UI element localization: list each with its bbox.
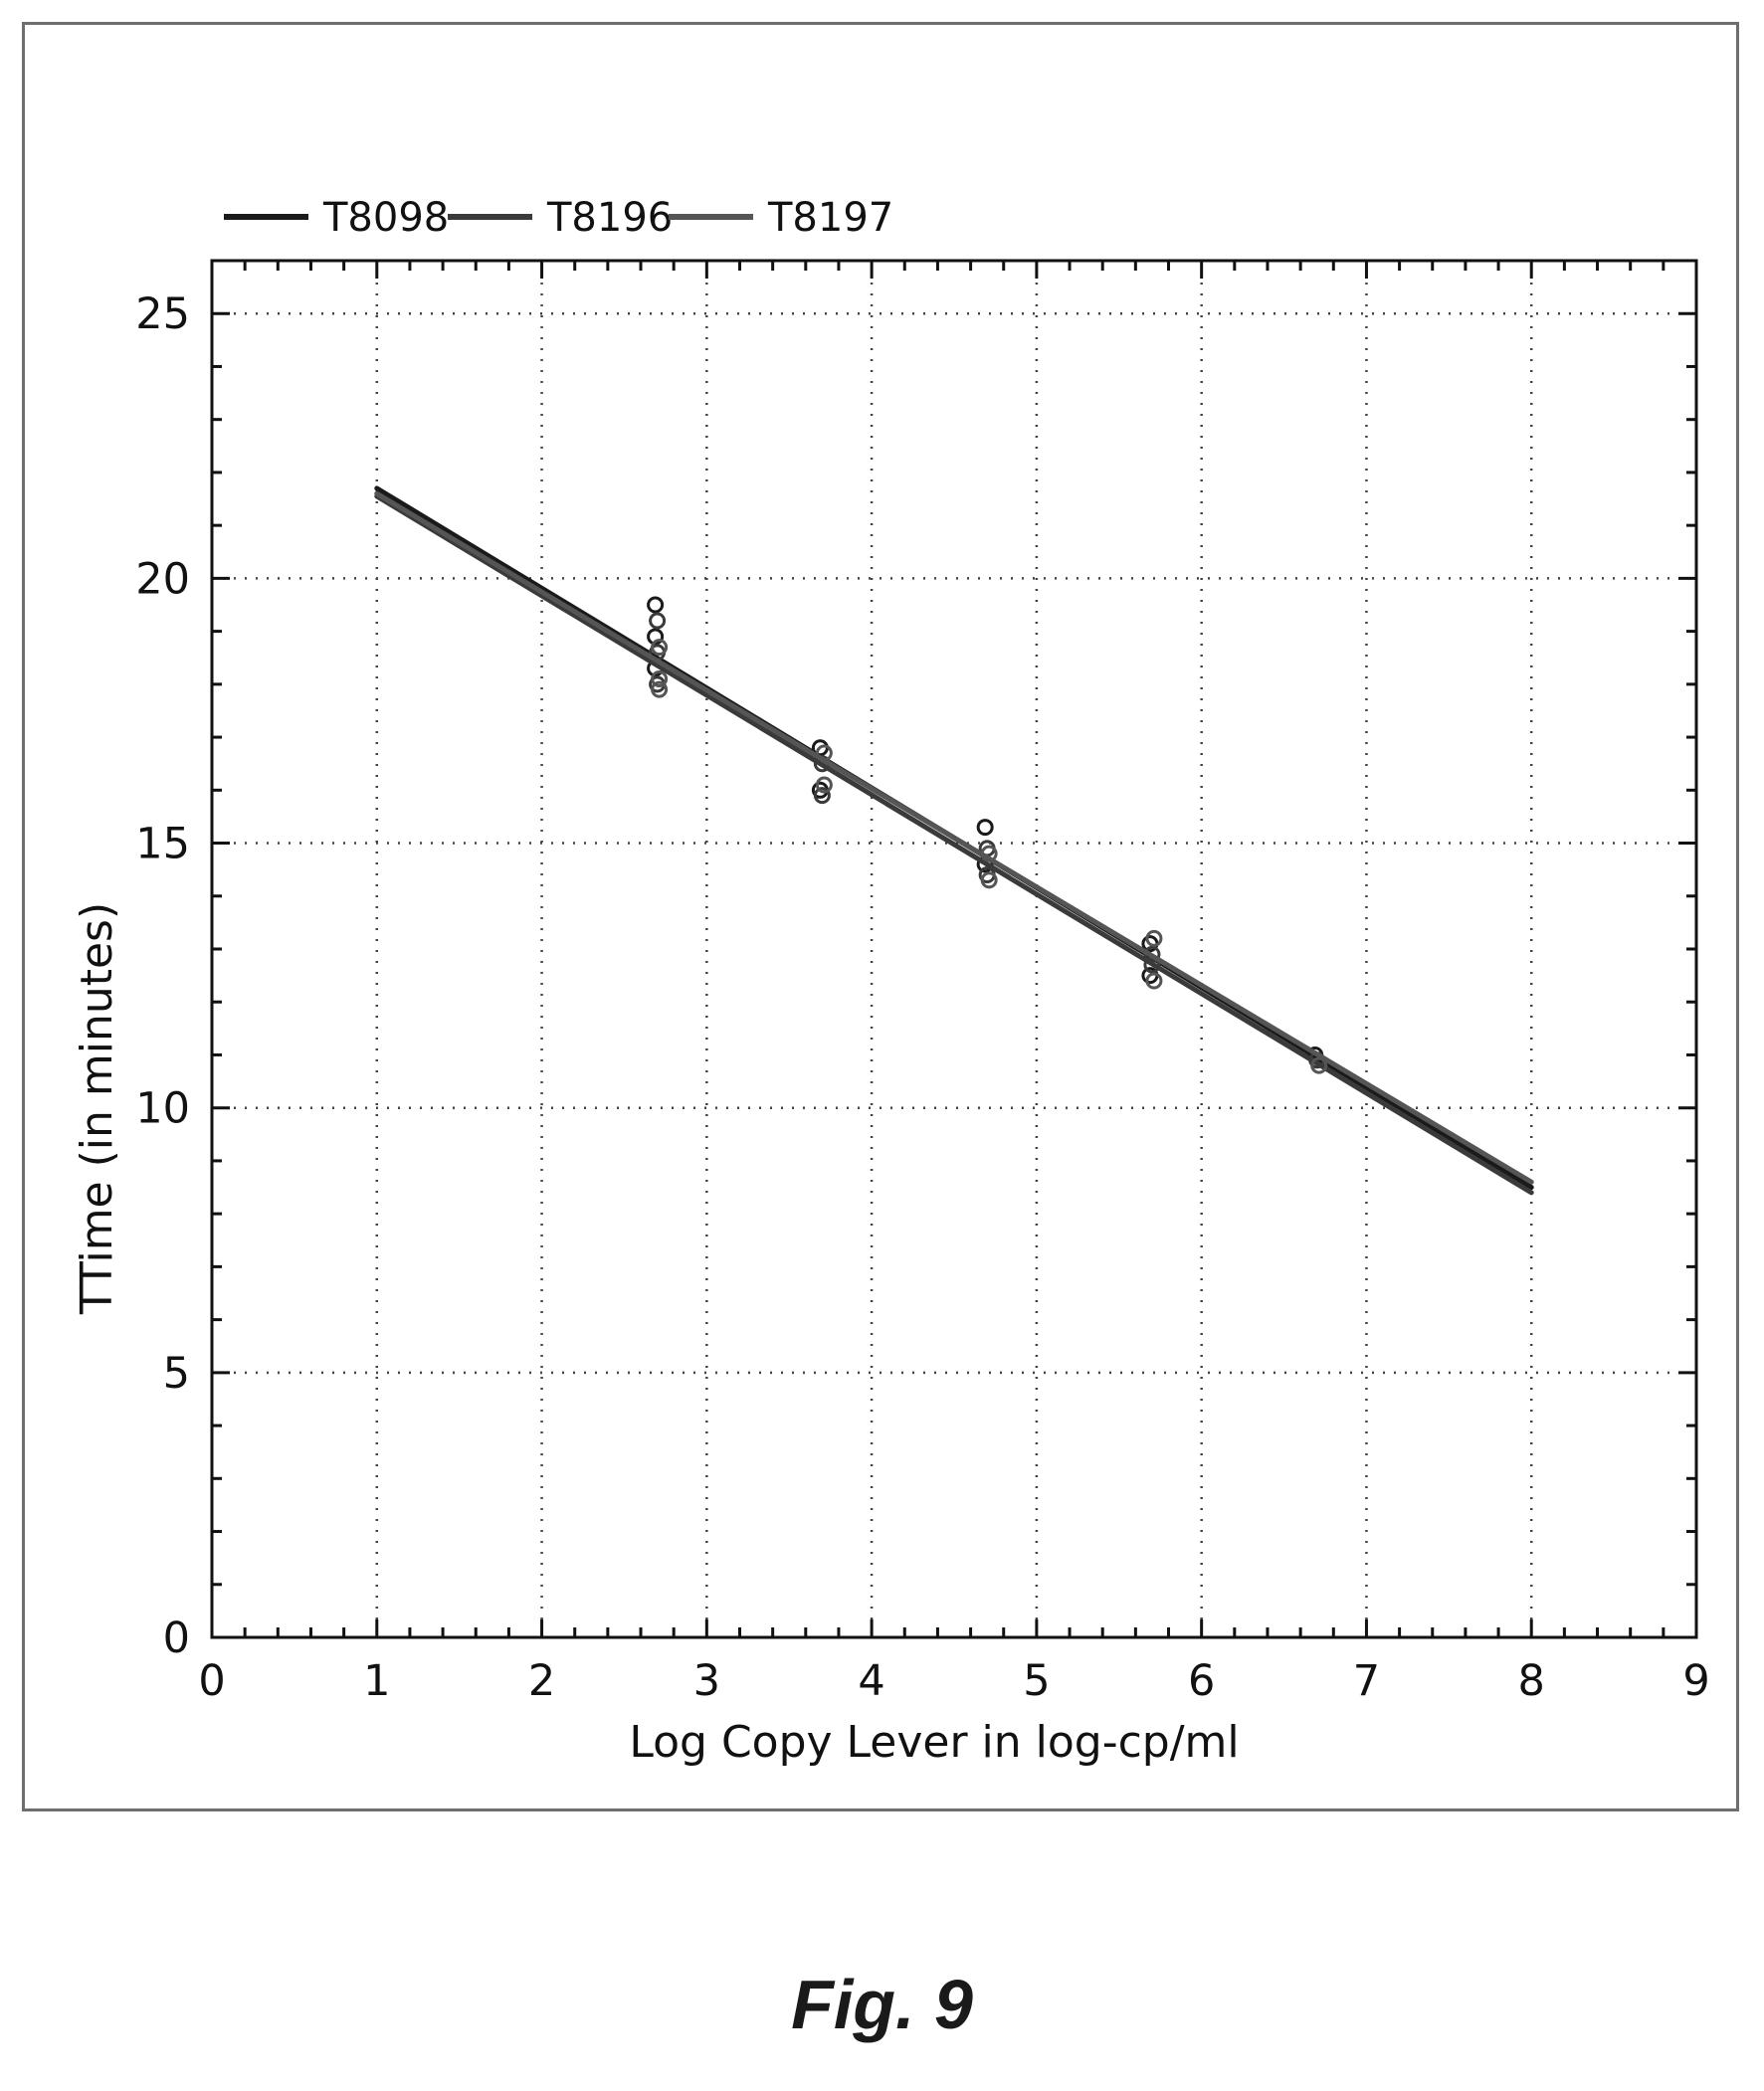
series-T8197 <box>374 490 1534 1185</box>
regression-line-T8196 <box>374 493 1534 1196</box>
x-tick-label: 2 <box>528 1656 555 1706</box>
y-tick-label: 20 <box>135 554 190 604</box>
minor-ticks <box>210 259 1698 1639</box>
x-tick-label: 9 <box>1682 1656 1709 1706</box>
data-point <box>980 871 998 889</box>
grid <box>212 261 1696 1637</box>
data-point <box>813 787 831 805</box>
x-tick-label: 8 <box>1518 1656 1545 1706</box>
series-T8196 <box>374 493 1534 1196</box>
legend-item-T8098: T8098 <box>224 195 449 241</box>
series-layer <box>374 485 1534 1196</box>
data-point <box>1145 929 1163 947</box>
y-axis-title: TTime (in minutes) <box>72 902 122 1315</box>
x-tick-label: 0 <box>198 1656 225 1706</box>
chart: 0 1 2 3 4 5 6 7 8 9 0 5 10 15 20 25 Log Copy Lever in … <box>72 195 1710 1768</box>
regression-line-T8197 <box>374 490 1534 1185</box>
legend-item-T8196: T8196 <box>448 195 673 241</box>
plot-area <box>210 259 1698 1639</box>
data-point <box>651 639 669 657</box>
x-tick-label: 5 <box>1023 1656 1050 1706</box>
data-point <box>649 612 667 630</box>
x-tick-label: 3 <box>693 1656 720 1706</box>
x-tick-label: 4 <box>858 1656 884 1706</box>
legend-item-T8197: T8197 <box>669 195 893 241</box>
data-point <box>651 670 669 688</box>
legend: T8098 T8196 T8197 <box>224 195 893 241</box>
legend-label: T8197 <box>767 195 893 241</box>
data-point <box>1310 1056 1328 1074</box>
data-point <box>1145 972 1163 990</box>
y-tick-label: 0 <box>163 1614 190 1663</box>
x-axis-title: Log Copy Lever in log-cp/ml <box>629 1717 1239 1768</box>
data-point <box>815 776 833 794</box>
data-point <box>815 744 833 762</box>
y-tick-label: 25 <box>135 289 190 339</box>
y-tick-label: 10 <box>135 1084 190 1134</box>
data-point <box>976 819 994 837</box>
x-tick-labels: 0 1 2 3 4 5 6 7 8 9 <box>198 1656 1709 1706</box>
x-tick-label: 1 <box>363 1656 390 1706</box>
figure-frame <box>22 22 1739 1811</box>
data-point <box>980 845 998 862</box>
figure-caption: Fig. 9 <box>791 1966 973 2043</box>
y-tick-labels: 0 5 10 15 20 25 <box>135 289 190 1663</box>
data-point <box>651 680 669 698</box>
legend-label: T8098 <box>322 195 449 241</box>
x-tick-label: 7 <box>1353 1656 1380 1706</box>
x-tick-label: 6 <box>1188 1656 1215 1706</box>
y-tick-label: 5 <box>163 1349 190 1399</box>
y-tick-label: 15 <box>135 820 190 869</box>
data-point <box>647 628 665 646</box>
legend-label: T8196 <box>546 195 673 241</box>
data-point <box>647 596 665 614</box>
